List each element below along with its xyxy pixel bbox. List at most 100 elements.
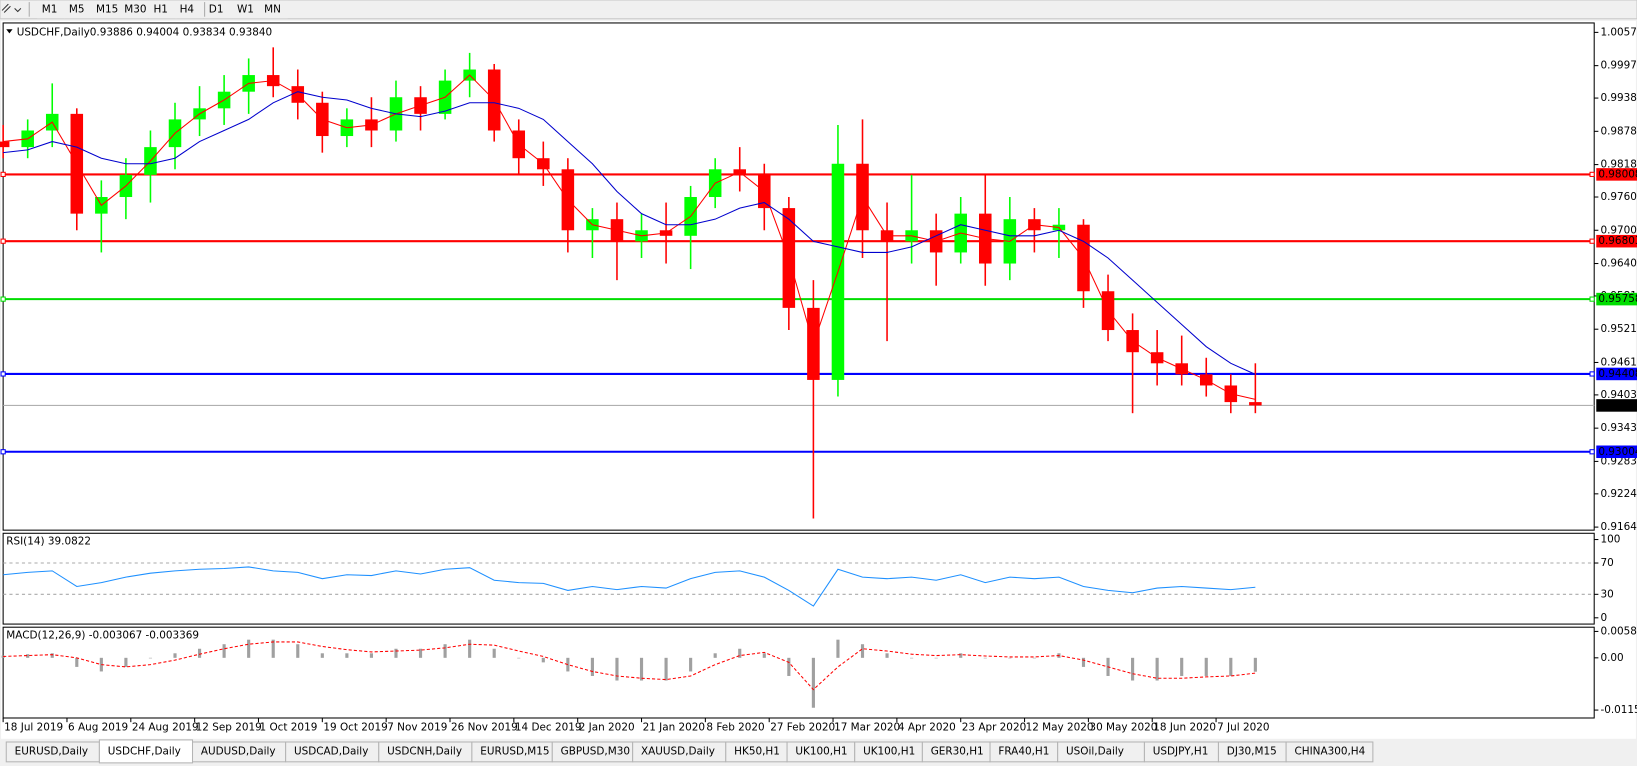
- x-tick-label: 23 Apr 2020: [962, 721, 1026, 733]
- x-tick-label: 1 Oct 2019: [260, 721, 318, 733]
- toolbar-icon[interactable]: [1, 3, 22, 13]
- level-label-box: [1596, 234, 1637, 248]
- macd-bar: [369, 653, 373, 658]
- tab[interactable]: [1285, 741, 1374, 763]
- x-tick-label: 7 Jul 2020: [1217, 721, 1269, 733]
- macd-bar: [443, 644, 447, 658]
- macd-bar: [1180, 657, 1184, 676]
- level-label: 0.98008: [1598, 168, 1637, 180]
- tab-label[interactable]: GBPUSD,M30: [561, 745, 630, 757]
- candle-body: [1249, 402, 1262, 406]
- tab-label[interactable]: UK100,H1: [795, 745, 847, 757]
- macd-bar: [1, 655, 5, 658]
- tab-label[interactable]: USDCHF,Daily: [108, 745, 181, 757]
- y-tick-label: 0.91645: [1600, 521, 1637, 533]
- tab-label[interactable]: UK100,H1: [863, 745, 915, 757]
- macd-bar: [983, 657, 987, 659]
- tab-label[interactable]: FRA40,H1: [998, 745, 1049, 757]
- timeframe-button[interactable]: [119, 0, 148, 19]
- macd-bar: [345, 653, 349, 658]
- macd-bar: [885, 653, 889, 658]
- x-tick-label: 19 Oct 2019: [323, 721, 387, 733]
- macd-bar: [910, 657, 914, 659]
- level-handle[interactable]: [0, 449, 6, 455]
- level-handle[interactable]: [0, 238, 6, 244]
- y-tick-label: 30: [1600, 588, 1613, 600]
- tab-label[interactable]: EURUSD,M15: [480, 745, 549, 757]
- chart-title: USDCHF,Daily: [17, 26, 90, 38]
- level-handle[interactable]: [1589, 171, 1595, 178]
- collapse-icon[interactable]: [6, 29, 13, 34]
- tab-label[interactable]: GER30,H1: [931, 745, 984, 757]
- rsi-line: [3, 566, 1256, 607]
- level-handle[interactable]: [0, 171, 6, 178]
- macd-bar: [762, 653, 766, 658]
- level-label: 0.96803: [1598, 235, 1637, 247]
- macd-bar: [124, 657, 128, 667]
- timeframe-button[interactable]: [91, 0, 120, 19]
- macd-bar: [787, 657, 791, 676]
- y-tick-label: 0.005818: [1600, 625, 1637, 637]
- macd-bar: [664, 657, 668, 681]
- macd-bar: [1204, 657, 1208, 676]
- x-tick-label: 4 Apr 2020: [898, 721, 956, 733]
- level-label-box: [1596, 168, 1637, 181]
- panel-frame: [2, 626, 1595, 719]
- macd-bar: [75, 657, 79, 667]
- macd-bar: [689, 657, 693, 672]
- tab-label[interactable]: CHINA300,H4: [1294, 745, 1365, 757]
- macd-bar: [836, 639, 840, 658]
- macd-bar: [1131, 657, 1135, 681]
- panel-frame: [2, 22, 1595, 531]
- macd-bar: [394, 648, 398, 658]
- timeframe-button[interactable]: [259, 0, 288, 19]
- timeframe-label[interactable]: MN: [264, 3, 281, 15]
- tab-label[interactable]: USDCNH,Daily: [387, 745, 462, 757]
- tab-label[interactable]: USOil,Daily: [1066, 745, 1124, 757]
- x-tick-label: 8 Feb 2020: [706, 721, 764, 733]
- tab-label[interactable]: AUDUSD,Daily: [201, 745, 276, 757]
- x-tick-label: 26 Nov 2019: [451, 721, 518, 733]
- level-handle[interactable]: [1589, 371, 1595, 377]
- tab-label[interactable]: HK50,H1: [734, 745, 780, 757]
- macd-bar: [50, 653, 54, 658]
- tab-label[interactable]: USDCAD,Daily: [294, 745, 368, 757]
- level-handle[interactable]: [0, 371, 6, 377]
- x-tick-label: 24 Aug 2019: [132, 721, 199, 733]
- y-tick-label: 0.98185: [1600, 159, 1637, 171]
- macd-bar: [713, 653, 717, 658]
- tab-label[interactable]: XAUUSD,Daily: [641, 745, 715, 757]
- timeframe-label[interactable]: H1: [153, 3, 167, 15]
- tab-label[interactable]: EURUSD,Daily: [15, 745, 88, 757]
- y-tick-label: 0.94615: [1600, 356, 1637, 368]
- timeframe-label[interactable]: W1: [237, 3, 254, 15]
- macd-bar: [517, 657, 521, 659]
- timeframe-label[interactable]: M5: [69, 3, 85, 15]
- timeframe-label[interactable]: D1: [209, 3, 224, 15]
- macd-signal: [3, 641, 1256, 691]
- timeframe-button[interactable]: [174, 0, 204, 19]
- x-tick-label: 12 May 2020: [1026, 721, 1094, 733]
- macd-bar: [148, 657, 153, 659]
- level-handle[interactable]: [1589, 238, 1595, 244]
- level-handle[interactable]: [1589, 449, 1595, 455]
- macd-bar: [541, 657, 545, 663]
- macd-bar: [173, 653, 177, 658]
- timeframe-label[interactable]: M15: [96, 3, 118, 15]
- timeframe-label[interactable]: M1: [42, 3, 58, 15]
- macd-bar: [492, 648, 496, 658]
- level-handle[interactable]: [1589, 296, 1595, 302]
- tab-label[interactable]: DJ30,M15: [1227, 745, 1277, 757]
- level-label: 0.93004: [1598, 446, 1637, 458]
- macd-bar: [1032, 657, 1036, 659]
- macd-bar: [222, 644, 226, 658]
- macd-bar: [271, 639, 275, 658]
- timeframe-label[interactable]: M30: [124, 3, 146, 15]
- tab-label[interactable]: USDJPY,H1: [1153, 745, 1209, 757]
- level-handle[interactable]: [0, 296, 6, 302]
- timeframe-label[interactable]: H4: [180, 3, 195, 15]
